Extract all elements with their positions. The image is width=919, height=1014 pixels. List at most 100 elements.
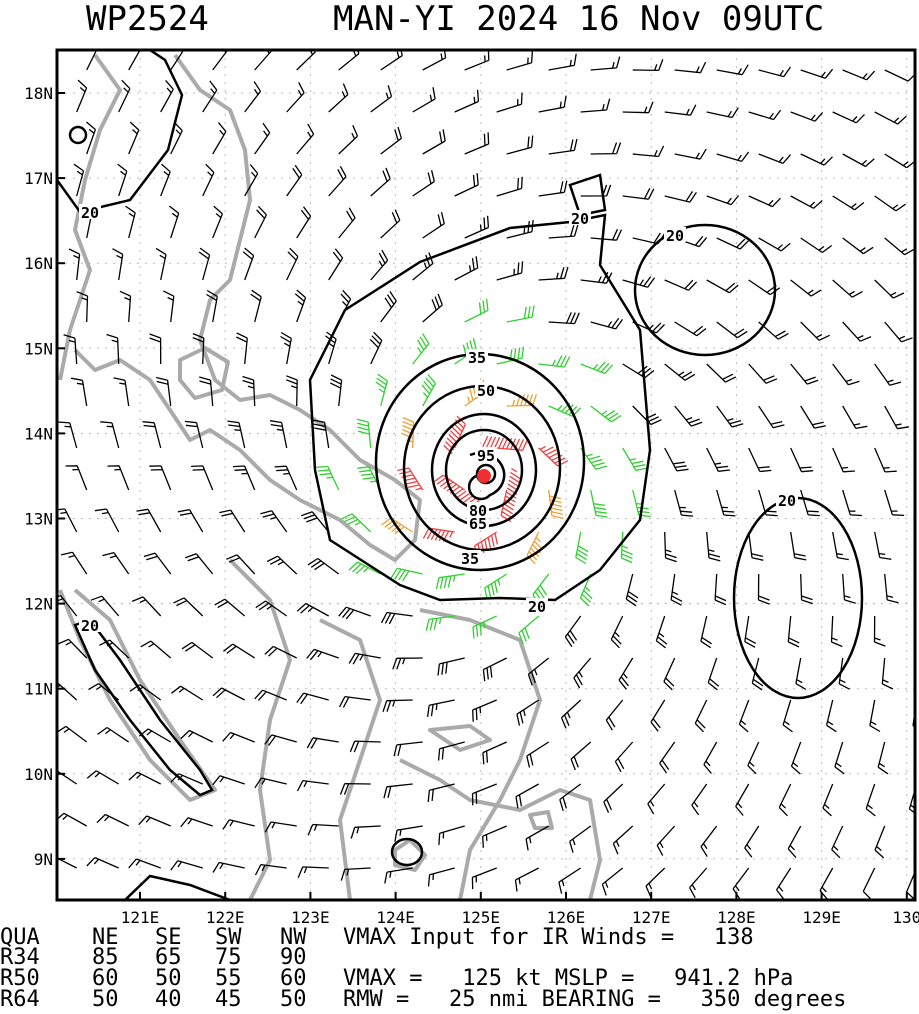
contour-label: 35 <box>468 349 486 367</box>
wind-barb <box>800 489 820 517</box>
wind-barb <box>526 741 550 768</box>
lon-label: 129E <box>802 908 841 927</box>
wind-barb <box>392 657 423 670</box>
storm-center <box>477 469 491 483</box>
contour <box>308 213 652 602</box>
axes: 18N 17N 16N 15N 14N 13N 12N 11N 10N 9N 121E 122E 123… <box>24 84 919 927</box>
wind-barb <box>558 867 582 894</box>
wind-barb <box>884 153 915 169</box>
wind-barb <box>212 861 245 873</box>
wind-barb <box>706 107 739 119</box>
wind-barb <box>748 109 782 121</box>
wind-barb <box>548 53 577 71</box>
wind-barb <box>222 731 255 743</box>
wind-barb <box>100 421 120 449</box>
wind-barb <box>620 531 633 564</box>
island <box>178 346 230 400</box>
wind-barb <box>454 89 480 113</box>
label-bg <box>569 210 591 225</box>
wind-barb <box>622 447 648 472</box>
wind-barb <box>163 290 175 323</box>
wind-barb <box>618 657 634 690</box>
wind-barb <box>590 228 623 241</box>
wind-barb <box>57 508 78 533</box>
wind-barb <box>869 699 881 733</box>
wind-barb <box>884 321 913 343</box>
wind-barb <box>96 813 129 827</box>
wind-barb <box>778 783 792 817</box>
wind-barb <box>350 825 381 839</box>
wind-barb <box>706 363 737 383</box>
wind-barb <box>113 377 130 407</box>
table-cell: R64 <box>0 987 40 1012</box>
wind-barb <box>590 56 621 71</box>
wind-barb <box>706 447 730 472</box>
wind-barb <box>393 741 423 757</box>
wind-barb <box>612 825 634 855</box>
wind-barb <box>128 121 140 155</box>
wind-barb <box>160 163 171 197</box>
wind-barb <box>102 551 130 575</box>
wind-barb <box>380 611 413 625</box>
wind-barb <box>286 82 305 113</box>
wind-barb <box>170 121 183 155</box>
wind-barb <box>296 692 329 705</box>
wind-barb <box>758 405 785 429</box>
wind-barb <box>338 695 371 708</box>
contour-label: 20 <box>571 210 589 228</box>
wind-barb <box>244 81 262 113</box>
wind-barb <box>296 50 316 71</box>
wind-barb <box>832 279 863 298</box>
wind-barb <box>874 531 892 560</box>
contours <box>57 50 864 900</box>
wind-barb <box>862 867 876 900</box>
wind-barb <box>384 867 413 884</box>
table-cell: 40 <box>155 987 182 1012</box>
wind-barb <box>464 298 489 323</box>
wind-barb <box>68 248 81 281</box>
wind-barb <box>149 465 172 491</box>
wind-barb <box>527 657 550 686</box>
wind-barb <box>437 741 465 761</box>
contour <box>568 173 607 217</box>
contour <box>57 50 184 214</box>
label-bg <box>664 227 686 242</box>
wind-barb <box>881 657 894 690</box>
wind-barb <box>506 135 534 155</box>
wind-barb <box>380 209 401 239</box>
wind-barb <box>97 726 130 743</box>
wind-barb <box>454 337 477 365</box>
wind-barb <box>173 597 204 617</box>
wind-barb <box>707 657 720 691</box>
wind-barb <box>236 332 248 365</box>
wind-barb <box>382 699 413 713</box>
wind-barb <box>694 699 708 733</box>
wind-barb <box>664 531 677 563</box>
wind-barb <box>274 465 298 491</box>
wind-barb <box>842 69 876 81</box>
wind-barb <box>790 741 802 775</box>
wind-barb <box>664 279 698 291</box>
wind-barb <box>645 867 666 898</box>
table-cell: 50 <box>92 987 119 1012</box>
wind-barb <box>212 50 229 71</box>
wind-barb <box>800 405 826 429</box>
wind-barb <box>212 775 245 786</box>
wind-barb <box>716 405 744 428</box>
wind-barb <box>438 825 465 845</box>
wind-barb <box>538 180 568 197</box>
wind-barb <box>874 195 906 212</box>
wind-barb <box>506 305 535 323</box>
wind-barb <box>748 363 778 384</box>
wind-barb <box>832 195 865 211</box>
wind-barb <box>496 176 523 197</box>
wind-barb <box>590 405 622 423</box>
lat-label: 15N <box>24 339 53 358</box>
wind-barb <box>659 741 676 774</box>
wind-barb <box>86 857 119 869</box>
contour-label: 50 <box>477 382 495 400</box>
wind-barb <box>590 142 622 155</box>
wind-barb <box>622 276 656 288</box>
lon-label: 126E <box>547 908 586 927</box>
